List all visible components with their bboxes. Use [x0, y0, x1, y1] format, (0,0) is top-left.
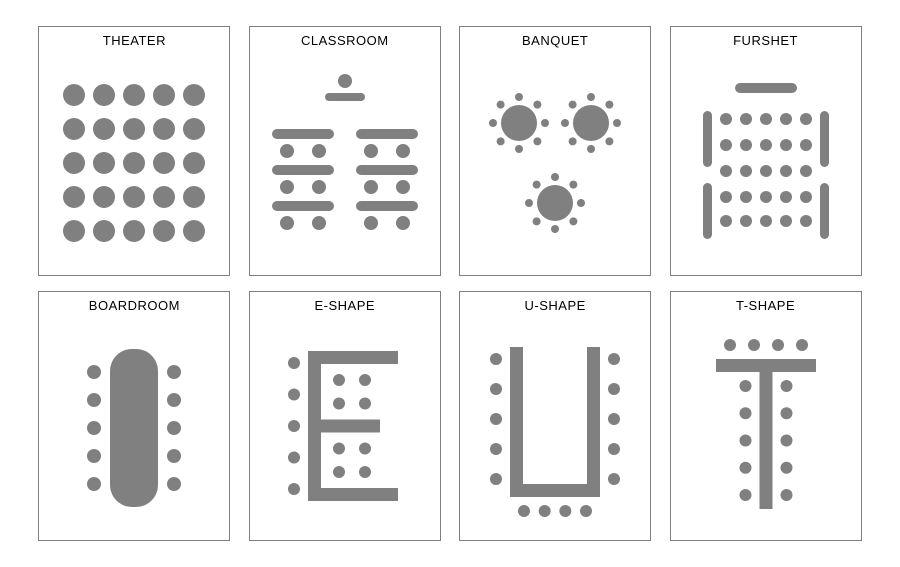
card-title: U-SHAPE — [525, 292, 586, 317]
theater-diagram — [49, 68, 219, 258]
card-title: BOARDROOM — [89, 292, 180, 317]
layout-card-e-shape: E-SHAPE — [249, 291, 441, 541]
card-title: T-SHAPE — [736, 292, 795, 317]
card-body — [39, 52, 229, 275]
layout-card-boardroom: BOARDROOM — [38, 291, 230, 541]
card-body — [39, 317, 229, 540]
card-body — [671, 52, 861, 275]
card-body — [460, 317, 650, 540]
t-shape-diagram — [681, 329, 851, 529]
u-shape-diagram — [470, 329, 640, 529]
card-title: E-SHAPE — [314, 292, 375, 317]
boardroom-diagram — [59, 329, 209, 529]
layout-card-t-shape: T-SHAPE — [670, 291, 862, 541]
layout-card-u-shape: U-SHAPE — [459, 291, 651, 541]
card-title: CLASSROOM — [301, 27, 389, 52]
layout-card-theater: THEATER — [38, 26, 230, 276]
card-title: THEATER — [103, 27, 166, 52]
banquet-diagram — [463, 63, 647, 263]
layout-card-banquet: BANQUET — [459, 26, 651, 276]
layout-card-classroom: CLASSROOM — [249, 26, 441, 276]
card-body — [671, 317, 861, 540]
classroom-diagram — [255, 63, 435, 263]
furshet-diagram — [681, 63, 851, 263]
card-title: FURSHET — [733, 27, 798, 52]
card-title: BANQUET — [522, 27, 588, 52]
e-shape-diagram — [260, 329, 430, 529]
card-body — [460, 52, 650, 275]
card-body — [250, 317, 440, 540]
card-body — [250, 52, 440, 275]
layout-card-furshet: FURSHET — [670, 26, 862, 276]
